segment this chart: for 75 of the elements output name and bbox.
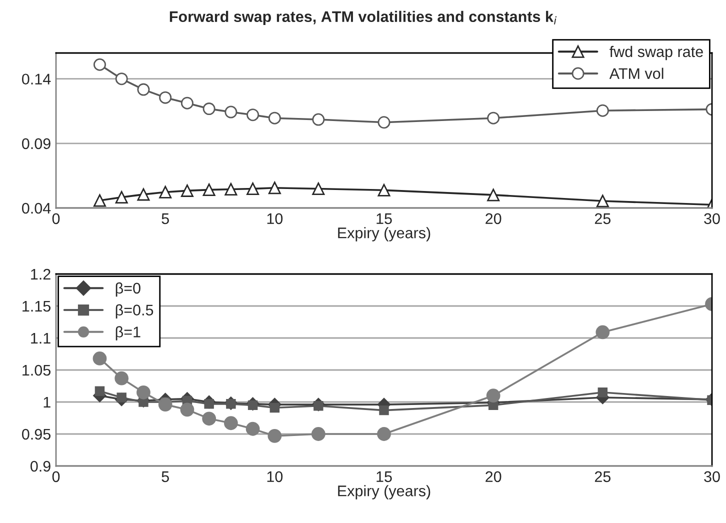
point: [137, 83, 150, 96]
legend-label: β=0: [116, 282, 140, 297]
point: [114, 371, 129, 386]
point: [268, 182, 281, 194]
y-tick-label: 0.9: [30, 460, 50, 472]
point: [246, 108, 260, 122]
point: [379, 405, 389, 416]
point: [270, 402, 280, 413]
x-tick-label: 0: [52, 471, 60, 482]
point: [180, 96, 194, 110]
point: [224, 416, 238, 430]
point: [596, 194, 609, 208]
point: [180, 184, 194, 197]
point: [246, 182, 260, 196]
point: [180, 402, 194, 417]
x-tick-label: 25: [594, 213, 611, 224]
point: [224, 183, 238, 196]
x-tick-label: 5: [162, 213, 169, 224]
point: [311, 427, 326, 441]
point: [202, 412, 216, 426]
y-tick-label: 0.14: [22, 74, 51, 85]
point: [377, 427, 391, 441]
y-tick-label: 0.95: [22, 428, 50, 440]
point: [136, 385, 150, 400]
x-tick-label: 0: [52, 213, 60, 224]
point: [159, 186, 172, 198]
y-tick-label: 0.09: [22, 138, 50, 150]
point: [268, 428, 282, 443]
point: [378, 184, 390, 196]
point: [94, 386, 105, 396]
point: [378, 116, 390, 129]
y-tick-label: 0.04: [22, 202, 51, 214]
y-tick-label: 1.15: [22, 301, 50, 312]
point: [202, 184, 216, 196]
point: [312, 113, 325, 126]
point: [596, 104, 609, 117]
y-tick-label: 1.1: [31, 333, 50, 344]
y-tick-label: 1.05: [22, 364, 50, 376]
x-tick-label: 15: [376, 471, 392, 482]
legend-label: ATM vol: [609, 68, 664, 80]
point: [224, 106, 238, 118]
x-axis-title: Expiry (years): [338, 227, 430, 242]
legend-label: fwd swap rate: [610, 46, 703, 60]
point: [246, 422, 260, 436]
x-tick-label: 10: [267, 471, 283, 482]
x-axis-title: Expiry (years): [338, 485, 430, 500]
point: [486, 388, 500, 403]
point: [93, 58, 106, 71]
point: [487, 188, 500, 202]
x-tick-label: 20: [486, 213, 502, 224]
x-tick-label: 30: [704, 213, 720, 224]
point: [115, 72, 128, 86]
point: [312, 182, 325, 196]
x-tick-label: 5: [162, 471, 169, 482]
chart-title: Forward swap rates, ATM volatilities and constants k$_{i}$: [170, 10, 557, 26]
point: [202, 102, 216, 116]
point: [159, 91, 172, 104]
x-tick-label: 30: [704, 471, 720, 482]
point: [137, 188, 150, 201]
point: [598, 388, 608, 398]
legend-label: β=1: [116, 326, 140, 340]
point: [268, 112, 281, 124]
y-tick-label: 1: [44, 397, 50, 408]
x-tick-label: 20: [486, 471, 502, 482]
legend-label: β=0.5: [116, 304, 154, 319]
x-tick-label: 15: [376, 213, 392, 224]
point: [93, 194, 106, 207]
x-tick-label: 10: [267, 213, 283, 224]
point: [487, 112, 500, 124]
point: [158, 398, 172, 412]
point: [115, 191, 128, 204]
y-tick-label: 1.2: [31, 268, 50, 280]
point: [92, 352, 107, 366]
point: [596, 325, 610, 340]
x-tick-label: 25: [594, 471, 611, 482]
